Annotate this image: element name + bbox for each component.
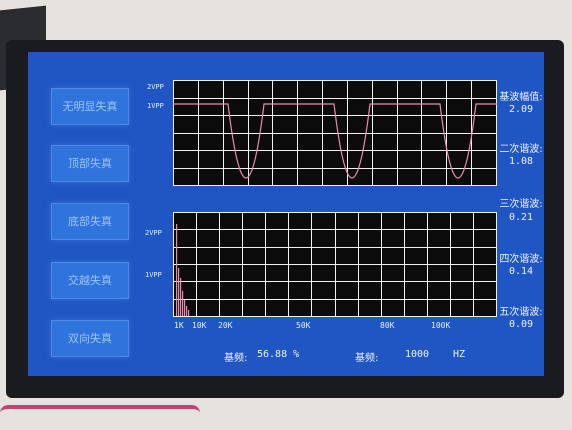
- spectrum-bar: [176, 224, 178, 316]
- waveform-trace: [173, 103, 497, 179]
- spectrum-bar: [188, 310, 190, 316]
- waveform-plot: [173, 80, 497, 186]
- third-harmonic-label: 三次谐波:: [499, 199, 543, 210]
- spectrum-y-label-2vpp: 2VPP: [145, 229, 162, 237]
- second-harmonic-label: 二次谐波:: [499, 144, 543, 155]
- fifth-harmonic-label: 五次谐波:: [499, 307, 543, 318]
- spectrum-bar: [182, 291, 184, 316]
- second-harmonic-value: 1.08: [508, 156, 534, 167]
- button-bottom-distortion[interactable]: 底部失真: [51, 203, 129, 240]
- third-harmonic-value: 0.21: [508, 212, 534, 223]
- spectrum-x-label-50k: 50K: [296, 321, 311, 330]
- spectrum-bar: [180, 278, 182, 316]
- fifth-harmonic-value: 0.09: [508, 319, 534, 330]
- distortion-value: 56.88 %: [257, 349, 300, 360]
- screen: 无明显失真 顶部失真 底部失真 交越失真 双向失真 2VPP 1VPP 2VPP…: [28, 52, 544, 376]
- fourth-harmonic-value: 0.14: [508, 266, 534, 277]
- fundamental-amplitude-value: 2.09: [508, 104, 534, 115]
- waveform-y-label-2vpp: 2VPP: [147, 83, 164, 91]
- fundamental-amplitude-label: 基波幅值:: [499, 92, 543, 103]
- spectrum-bar: [186, 306, 188, 316]
- fourth-harmonic-label: 四次谐波:: [499, 254, 543, 265]
- spectrum-x-label-20k: 20K: [218, 321, 233, 330]
- distortion-label: 基频:: [224, 353, 248, 364]
- frequency-unit: HZ: [453, 349, 466, 360]
- spectrum-y-label-1vpp: 1VPP: [145, 271, 162, 279]
- spectrum-x-label-100k: 100K: [431, 321, 451, 330]
- cable: [0, 405, 200, 423]
- spectrum-x-label-80k: 80K: [380, 321, 395, 330]
- frequency-label: 基频:: [355, 353, 379, 364]
- frequency-value: 1000: [405, 349, 430, 360]
- spectrum-plot: [173, 212, 497, 317]
- spectrum-x-label-1k: 1K: [174, 321, 184, 330]
- button-top-distortion[interactable]: 顶部失真: [51, 145, 129, 182]
- waveform-y-label-1vpp: 1VPP: [147, 102, 164, 110]
- button-crossover-distortion[interactable]: 交越失真: [51, 262, 129, 299]
- waveform-chart: [173, 80, 497, 186]
- spectrum-bar: [178, 268, 180, 316]
- spectrum-bar: [184, 300, 186, 316]
- button-bidirectional-distortion[interactable]: 双向失真: [51, 320, 129, 357]
- spectrum-x-label-10k: 10K: [192, 321, 207, 330]
- spectrum-chart: [173, 212, 497, 317]
- button-no-distortion[interactable]: 无明显失真: [51, 88, 129, 125]
